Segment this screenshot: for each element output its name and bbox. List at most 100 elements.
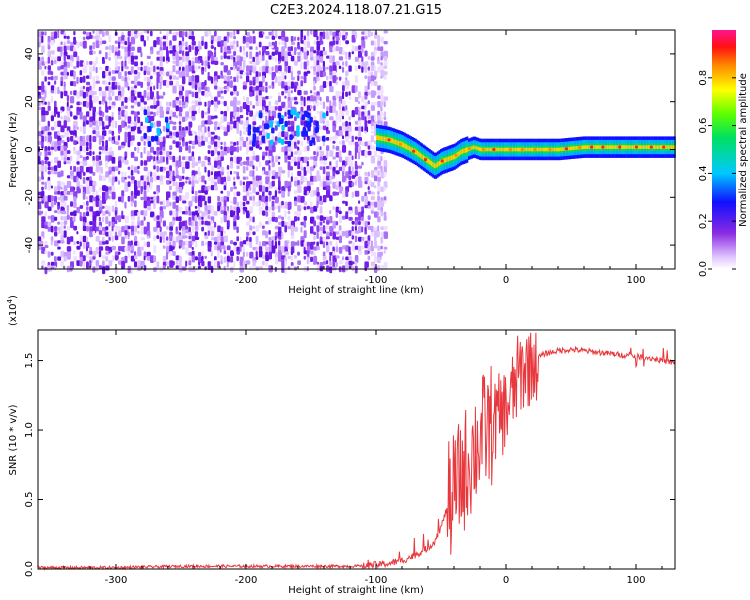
colorbar-tick-label: 0.2 — [698, 213, 709, 229]
spectrogram-cell — [239, 246, 242, 252]
spectrogram-cell — [57, 130, 60, 136]
spectrogram-cell — [242, 210, 246, 215]
spectrogram-cell — [210, 180, 214, 186]
spectrogram-cell — [44, 31, 47, 36]
spectrogram-cell — [198, 176, 203, 182]
spectrogram-cell — [121, 215, 125, 220]
spectrogram-cell — [284, 71, 287, 75]
spectrogram-cell — [41, 70, 45, 76]
spectrogram-cell — [255, 191, 260, 196]
spectrogram-cell — [89, 35, 93, 39]
spectrogram-cell — [242, 71, 247, 75]
spectrogram-cell — [172, 155, 176, 164]
spectrogram-cell — [150, 61, 153, 66]
spectrogram-cell — [172, 35, 177, 41]
spectrogram-cell — [86, 250, 90, 258]
spectrogram-cell — [226, 190, 230, 197]
spectrogram-cell — [370, 56, 375, 61]
spectrogram-cell — [54, 191, 58, 195]
spectrogram-cell — [118, 50, 121, 58]
spectrogram-cell — [60, 41, 63, 46]
spectrogram-cell — [246, 200, 250, 205]
spectrogram-cell — [230, 256, 234, 263]
spectrogram-cell — [370, 145, 375, 150]
spectrogram-cell — [252, 231, 256, 236]
spectrogram-cell — [249, 100, 253, 106]
spectrogram-cell — [287, 245, 291, 250]
spectrogram-cell — [361, 161, 364, 166]
spectrogram-cell — [242, 65, 245, 71]
spectrogram-cell — [102, 230, 105, 235]
spectrogram-cell — [265, 46, 269, 50]
spectrogram-cell — [54, 226, 58, 232]
spectrogram-cell — [44, 181, 47, 190]
spectrogram-cell — [50, 50, 55, 55]
spectrogram-cell — [274, 217, 278, 223]
spectrogram-cell — [230, 125, 233, 130]
spectrogram-cell — [281, 124, 285, 131]
spectrogram-cell — [185, 65, 190, 73]
spectrogram-cell — [294, 255, 298, 259]
spectrogram-cell — [306, 260, 310, 264]
spectrogram-cell — [342, 91, 345, 100]
spectrogram-cell — [124, 105, 128, 109]
spectrogram-cell — [303, 35, 306, 41]
spectrogram-cell — [370, 195, 375, 201]
spectrogram-cell — [223, 230, 227, 234]
spectrogram-cell — [322, 186, 327, 190]
spectrogram-cell — [249, 91, 253, 97]
spectrogram-cell — [191, 246, 194, 251]
signal-trace-segment — [443, 158, 445, 164]
spectrogram-cell — [246, 191, 250, 197]
spectrogram-cell — [198, 141, 202, 147]
spectrogram-cell — [268, 190, 272, 196]
spectrogram-cell — [194, 215, 198, 223]
spectrogram-cell — [217, 75, 221, 80]
spectrogram-cell — [70, 175, 74, 180]
spectrogram-cell — [92, 30, 95, 34]
spectrogram-cell — [329, 176, 334, 180]
spectrogram-cell — [268, 41, 271, 48]
spectrogram-cell — [284, 266, 287, 275]
signal-trace-segment — [572, 146, 575, 150]
spectrogram-cell — [57, 205, 60, 211]
spectrogram-cell — [255, 235, 259, 243]
bottom-x-axis-ticks: -300 -200 -100 0 100 — [37, 330, 663, 586]
spectrogram-cell — [79, 260, 83, 267]
spectrogram-cell — [82, 192, 86, 200]
spectrogram-cell — [70, 105, 73, 109]
spectrogram-cell — [159, 36, 163, 41]
spectrogram-cell — [351, 135, 354, 143]
spectrogram-cell — [57, 171, 62, 178]
spectrogram-cell — [294, 241, 298, 246]
spectrogram-cell — [194, 131, 197, 136]
spectrogram-cell — [54, 121, 57, 129]
spectrogram-cell — [98, 170, 101, 177]
spectrogram-cell — [166, 40, 169, 49]
spectrogram-cell — [44, 101, 47, 105]
spectrogram-cell — [377, 60, 381, 65]
spectrogram-cell — [342, 231, 346, 237]
signal-trace-segment — [613, 145, 615, 149]
spectrogram-cell — [220, 236, 224, 243]
spectrogram-cell — [262, 185, 266, 193]
spectrogram-cell — [329, 116, 334, 121]
signal-trace-segment — [597, 145, 600, 149]
spectrogram-cell — [92, 81, 96, 87]
spectrogram-cell — [281, 146, 285, 153]
spectrogram-cell — [332, 206, 335, 211]
signal-trace-segment — [422, 155, 425, 160]
spectrogram-cell — [73, 30, 76, 36]
spectrogram-cell — [194, 231, 199, 237]
spectrogram-cell — [233, 181, 236, 186]
spectrogram-cell — [265, 35, 270, 40]
signal-trace-segment — [586, 145, 589, 149]
spectrogram-cell — [290, 140, 295, 146]
spectrogram-cell — [246, 105, 250, 113]
spectrogram-cell — [370, 231, 374, 237]
spectrogram-cell — [361, 126, 364, 132]
spectrogram-cell — [313, 50, 317, 54]
spectrogram-cell — [210, 150, 215, 157]
spectrogram-cell — [137, 31, 140, 37]
spectrogram-cell — [265, 60, 269, 68]
